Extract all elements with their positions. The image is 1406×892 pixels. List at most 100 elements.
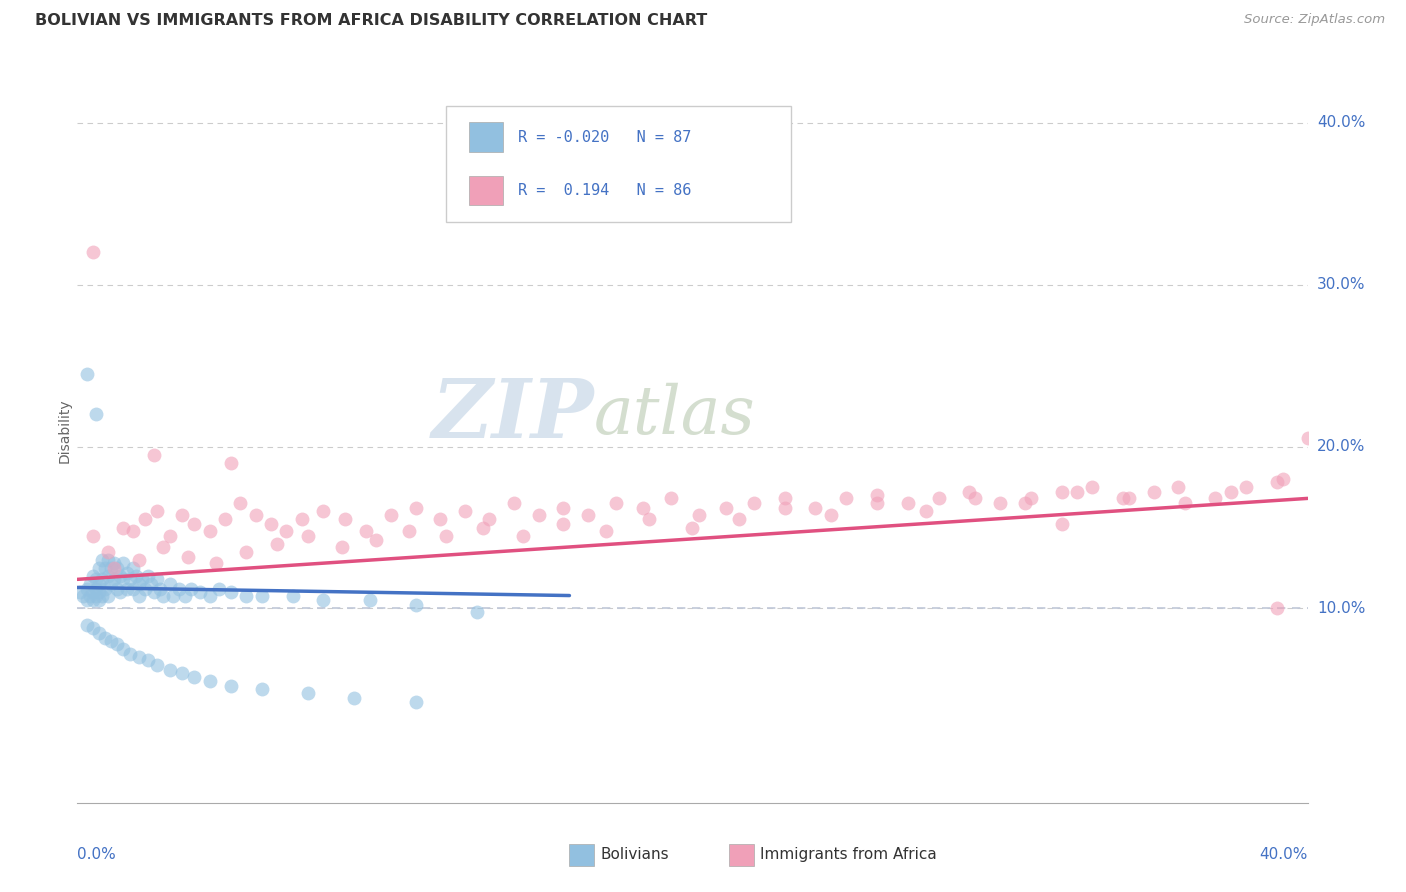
Point bbox=[128, 577, 150, 591]
Point bbox=[928, 491, 950, 506]
Point bbox=[103, 573, 125, 587]
Point bbox=[94, 631, 117, 645]
Point bbox=[1081, 480, 1104, 494]
Point bbox=[180, 582, 202, 596]
Point bbox=[727, 512, 749, 526]
Point bbox=[866, 496, 889, 510]
Point bbox=[343, 690, 366, 705]
Point bbox=[198, 589, 221, 603]
Point bbox=[136, 653, 159, 667]
Point bbox=[398, 524, 420, 538]
Point bbox=[105, 637, 128, 651]
Point bbox=[136, 569, 159, 583]
Text: Immigrants from Africa: Immigrants from Africa bbox=[761, 847, 936, 863]
Point bbox=[576, 508, 599, 522]
Point bbox=[405, 501, 427, 516]
Point bbox=[820, 508, 842, 522]
Point bbox=[143, 448, 166, 462]
Point bbox=[79, 589, 101, 603]
Point bbox=[380, 508, 402, 522]
Text: 10.0%: 10.0% bbox=[1317, 601, 1365, 616]
Point bbox=[79, 577, 101, 591]
Point bbox=[121, 582, 143, 596]
Point bbox=[553, 501, 575, 516]
Point bbox=[188, 585, 212, 599]
Point bbox=[1167, 480, 1189, 494]
Point bbox=[146, 658, 169, 673]
Text: R =  0.194   N = 86: R = 0.194 N = 86 bbox=[517, 183, 692, 198]
Point bbox=[72, 589, 94, 603]
Point bbox=[1296, 432, 1319, 446]
Point bbox=[128, 553, 150, 567]
Point bbox=[110, 569, 132, 583]
Point bbox=[219, 456, 242, 470]
Point bbox=[297, 686, 319, 700]
Point bbox=[1014, 496, 1036, 510]
Point bbox=[638, 512, 661, 526]
Point bbox=[141, 577, 163, 591]
Point bbox=[716, 501, 738, 516]
Point bbox=[105, 582, 128, 596]
Point bbox=[82, 621, 104, 635]
Point bbox=[183, 669, 205, 683]
Point bbox=[1219, 484, 1241, 499]
Point bbox=[250, 682, 273, 697]
Point bbox=[866, 488, 889, 502]
Point bbox=[276, 524, 298, 538]
Point bbox=[128, 589, 150, 603]
Point bbox=[167, 582, 190, 596]
Point bbox=[219, 679, 242, 693]
Y-axis label: Disability: Disability bbox=[58, 398, 72, 463]
Point bbox=[82, 528, 104, 542]
Text: atlas: atlas bbox=[595, 383, 756, 448]
Point bbox=[131, 573, 153, 587]
Point bbox=[84, 573, 107, 587]
Point bbox=[87, 577, 110, 591]
Point bbox=[146, 504, 169, 518]
Text: ZIP: ZIP bbox=[432, 376, 595, 456]
Point bbox=[773, 491, 796, 506]
Point bbox=[465, 605, 488, 619]
Point bbox=[94, 561, 117, 575]
Point bbox=[957, 484, 980, 499]
Point bbox=[208, 582, 231, 596]
Text: 40.0%: 40.0% bbox=[1260, 847, 1308, 863]
Point bbox=[174, 589, 197, 603]
Point bbox=[100, 577, 122, 591]
Point bbox=[76, 582, 98, 596]
Point bbox=[1019, 491, 1042, 506]
Point bbox=[159, 663, 181, 677]
FancyBboxPatch shape bbox=[730, 844, 754, 866]
Point bbox=[250, 589, 273, 603]
Point bbox=[356, 524, 378, 538]
Point bbox=[76, 593, 98, 607]
Point bbox=[125, 569, 148, 583]
Point bbox=[595, 524, 617, 538]
Point bbox=[112, 556, 135, 570]
Point bbox=[170, 666, 193, 681]
Point bbox=[90, 573, 114, 587]
Point bbox=[330, 540, 353, 554]
Point bbox=[229, 496, 252, 510]
Point bbox=[359, 593, 381, 607]
Point bbox=[143, 585, 166, 599]
Point bbox=[281, 589, 304, 603]
Point bbox=[512, 528, 534, 542]
Point bbox=[69, 585, 91, 599]
Point bbox=[1112, 491, 1135, 506]
Point bbox=[527, 508, 550, 522]
Point bbox=[94, 582, 117, 596]
Point bbox=[1050, 517, 1073, 532]
Point bbox=[633, 501, 655, 516]
Point bbox=[183, 517, 205, 532]
Point bbox=[90, 553, 114, 567]
Point bbox=[87, 593, 110, 607]
Point bbox=[235, 589, 257, 603]
Point bbox=[472, 520, 495, 534]
Text: 0.0%: 0.0% bbox=[77, 847, 117, 863]
Point bbox=[97, 545, 120, 559]
Point bbox=[198, 674, 221, 689]
Point bbox=[219, 585, 242, 599]
Point bbox=[1265, 475, 1288, 490]
Point bbox=[112, 573, 135, 587]
